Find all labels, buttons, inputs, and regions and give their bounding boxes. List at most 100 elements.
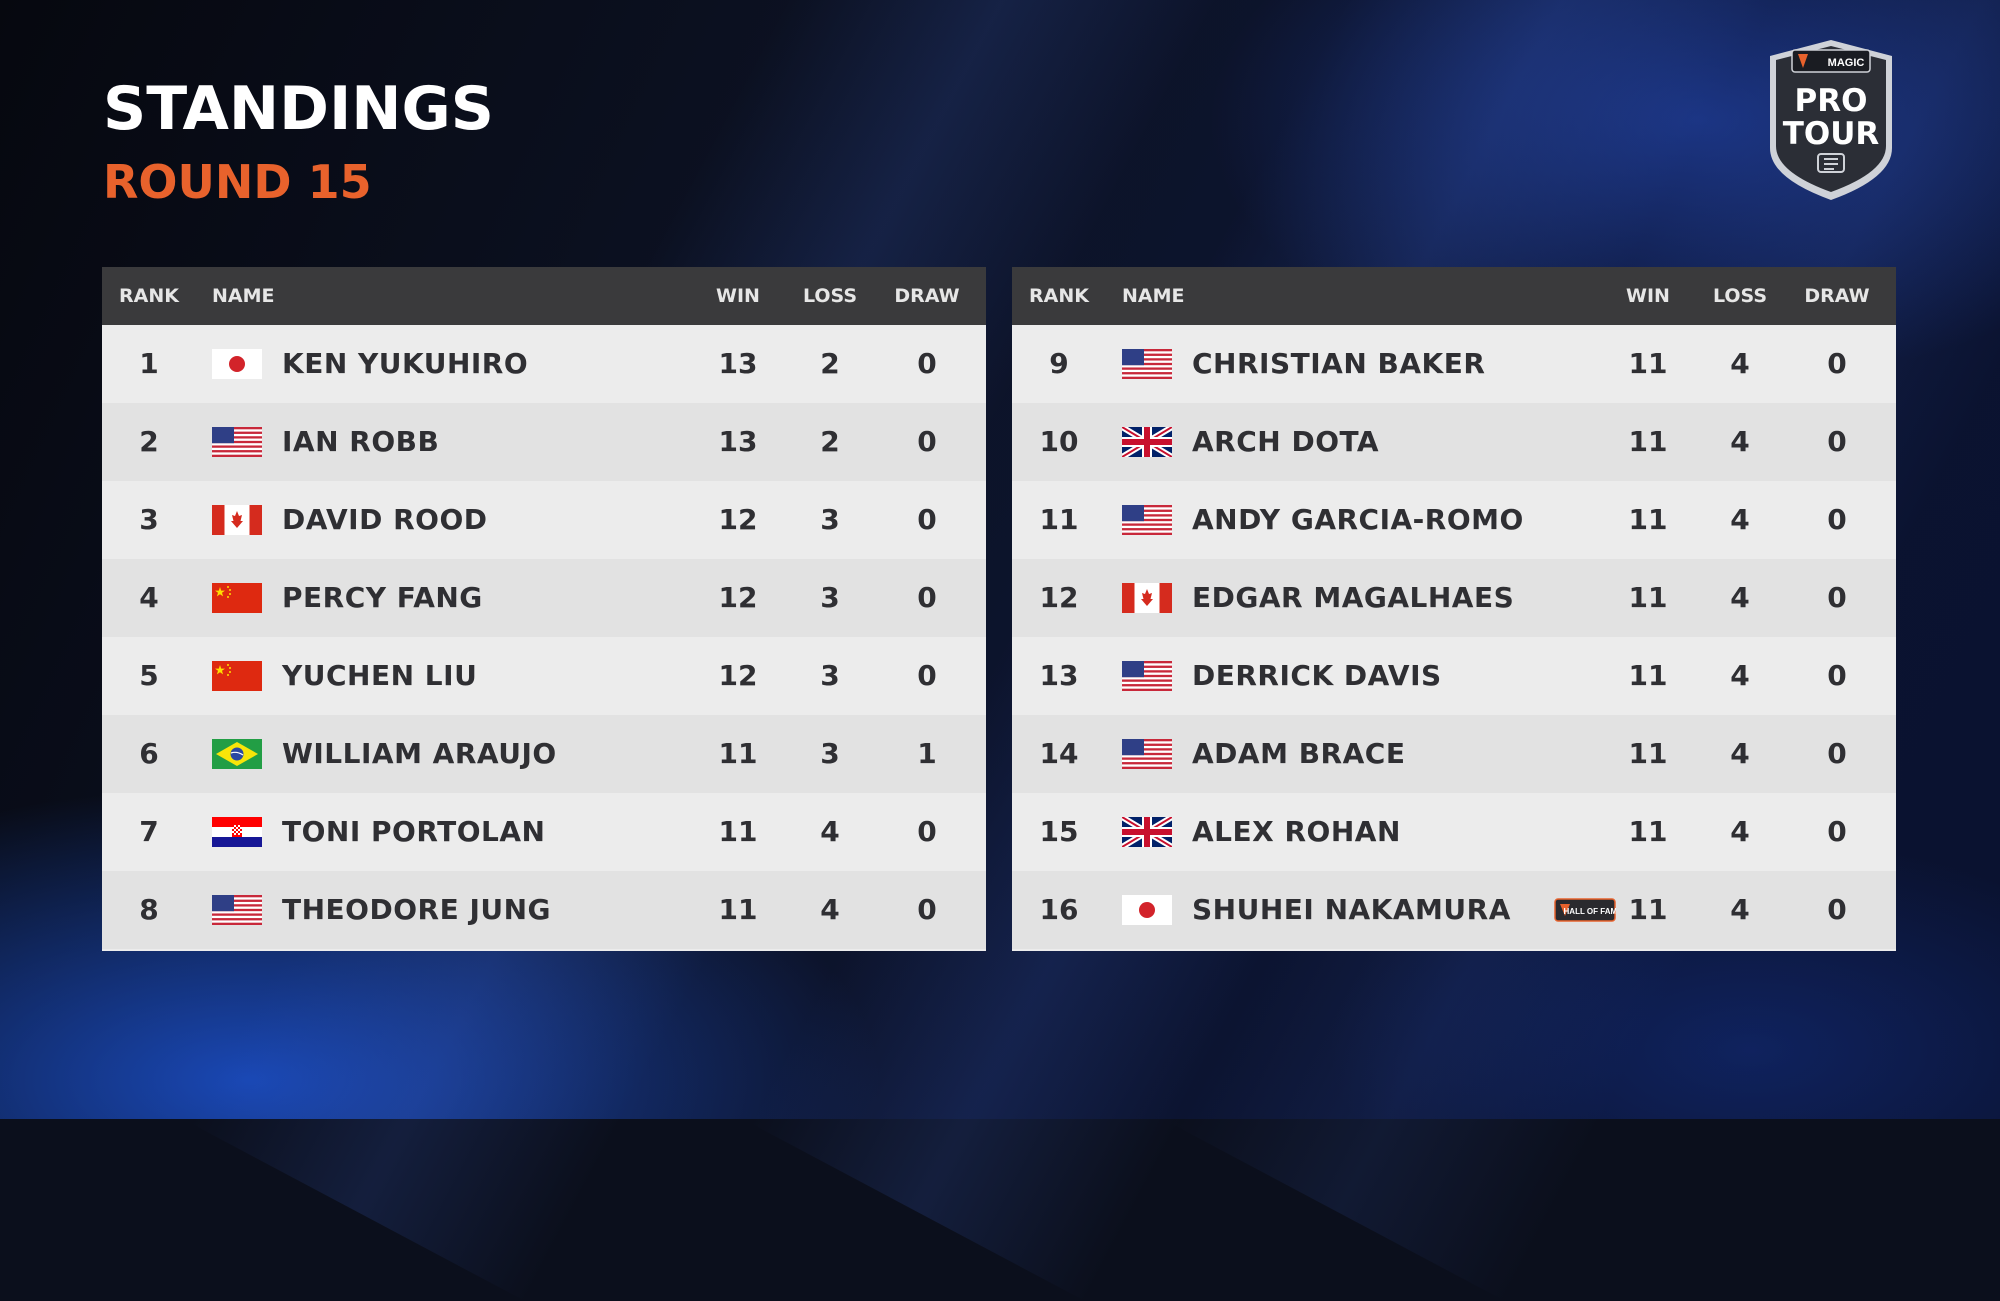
table-row: 11 ANDY GARCIA-ROMO 11 4 0 <box>1012 481 1896 559</box>
loss-cell: 3 <box>820 659 840 692</box>
loss-cell: 4 <box>1730 815 1750 848</box>
logo-line2-text: TOUR <box>1783 116 1880 152</box>
draw-cell: 1 <box>917 737 937 770</box>
player-name: WILLIAM ARAUJO <box>282 737 557 770</box>
column-header-name: NAME <box>212 285 275 307</box>
win-cell: 11 <box>718 737 758 770</box>
loss-cell: 3 <box>820 503 840 536</box>
rank-cell: 10 <box>1039 425 1079 458</box>
table-row: 7 TONI PORTOLAN 11 4 0 <box>102 793 986 871</box>
win-cell: 13 <box>718 347 758 380</box>
table-row: 13 DERRICK DAVIS 11 4 0 <box>1012 637 1896 715</box>
loss-cell: 2 <box>820 425 840 458</box>
draw-cell: 0 <box>1827 347 1847 380</box>
rank-cell: 16 <box>1039 893 1079 926</box>
table-body: 9 CHRISTIAN BAKER 11 4 0 10 ARCH DOTA 11 4 0 11 AND… <box>1012 325 1896 949</box>
flag-usa-icon <box>1122 349 1172 379</box>
flag-uk-icon <box>1122 427 1172 457</box>
draw-cell: 0 <box>1827 503 1847 536</box>
player-name: ARCH DOTA <box>1192 425 1380 458</box>
table-row: 14 ADAM BRACE 11 4 0 <box>1012 715 1896 793</box>
rank-cell: 15 <box>1039 815 1079 848</box>
flag-japan-icon <box>212 349 262 379</box>
rank-cell: 6 <box>139 737 159 770</box>
player-name: DAVID ROOD <box>282 503 488 536</box>
table-row: 9 CHRISTIAN BAKER 11 4 0 <box>1012 325 1896 403</box>
player-name: PERCY FANG <box>282 581 483 614</box>
win-cell: 11 <box>1628 659 1668 692</box>
player-name: THEODORE JUNG <box>282 893 552 926</box>
player-name: ADAM BRACE <box>1192 737 1406 770</box>
column-header-draw: DRAW <box>1804 285 1870 307</box>
table-row: 3 DAVID ROOD 12 3 0 <box>102 481 986 559</box>
player-name: ALEX ROHAN <box>1192 815 1401 848</box>
table-row: 8 THEODORE JUNG 11 4 0 <box>102 871 986 949</box>
player-name: ANDY GARCIA-ROMO <box>1192 503 1524 536</box>
flag-china-icon <box>212 661 262 691</box>
player-name: IAN ROBB <box>282 425 440 458</box>
loss-cell: 4 <box>820 893 840 926</box>
win-cell: 11 <box>1628 815 1668 848</box>
column-header-loss: LOSS <box>802 285 858 307</box>
loss-cell: 4 <box>1730 425 1750 458</box>
draw-cell: 0 <box>917 893 937 926</box>
table-header: RANK NAME WIN LOSS DRAW <box>102 267 986 325</box>
round-subtitle: ROUND 15 <box>103 155 372 209</box>
table-row: 4 PERCY FANG 12 3 0 <box>102 559 986 637</box>
draw-cell: 0 <box>1827 815 1847 848</box>
hall-of-fame-badge: HALL OF FAME <box>1554 898 1616 922</box>
win-cell: 12 <box>718 581 758 614</box>
win-cell: 11 <box>1628 347 1668 380</box>
column-header-draw: DRAW <box>894 285 960 307</box>
hall-of-fame-badge-text: HALL OF FAME <box>1564 907 1616 916</box>
flag-croatia-icon <box>212 817 262 847</box>
loss-cell: 4 <box>1730 347 1750 380</box>
rank-cell: 3 <box>139 503 159 536</box>
column-header-name: NAME <box>1122 285 1185 307</box>
standings-table-right: RANK NAME WIN LOSS DRAW 9 CHRISTIAN BAKER… <box>1012 267 1896 951</box>
column-header-win: WIN <box>716 285 760 307</box>
logo-brand-text: MAGIC <box>1828 57 1865 69</box>
draw-cell: 0 <box>917 815 937 848</box>
column-header-rank: RANK <box>119 285 179 307</box>
flag-canada-icon <box>1122 583 1172 613</box>
flag-brazil-icon <box>212 739 262 769</box>
flag-usa-icon <box>212 895 262 925</box>
pro-tour-shield-logo: MAGIC PRO TOUR <box>1770 40 1892 200</box>
table-row: 6 WILLIAM ARAUJO 11 3 1 <box>102 715 986 793</box>
flag-china-icon <box>212 583 262 613</box>
loss-cell: 2 <box>820 347 840 380</box>
rank-cell: 12 <box>1039 581 1079 614</box>
draw-cell: 0 <box>1827 659 1847 692</box>
loss-cell: 3 <box>820 581 840 614</box>
table-row: 1 KEN YUKUHIRO 13 2 0 <box>102 325 986 403</box>
player-name: EDGAR MAGALHAES <box>1192 581 1515 614</box>
table-row: 16 SHUHEI NAKAMURA HALL OF FAME 11 4 0 <box>1012 871 1896 949</box>
page-title: STANDINGS <box>103 74 494 144</box>
rank-cell: 2 <box>139 425 159 458</box>
draw-cell: 0 <box>1827 737 1847 770</box>
rank-cell: 5 <box>139 659 159 692</box>
table-row: 10 ARCH DOTA 11 4 0 <box>1012 403 1896 481</box>
flag-uk-icon <box>1122 817 1172 847</box>
loss-cell: 3 <box>820 737 840 770</box>
player-name: DERRICK DAVIS <box>1192 659 1442 692</box>
win-cell: 11 <box>1628 581 1668 614</box>
player-name: SHUHEI NAKAMURA <box>1192 893 1511 926</box>
rank-cell: 4 <box>139 581 159 614</box>
logo-line1-text: PRO <box>1795 83 1868 119</box>
loss-cell: 4 <box>1730 659 1750 692</box>
table-body: 1 KEN YUKUHIRO 13 2 0 2 IAN ROBB 13 2 0 3 DAVID ROO… <box>102 325 986 949</box>
rank-cell: 8 <box>139 893 159 926</box>
table-row: 15 ALEX ROHAN 11 4 0 <box>1012 793 1896 871</box>
win-cell: 11 <box>718 893 758 926</box>
loss-cell: 4 <box>1730 581 1750 614</box>
rank-cell: 11 <box>1039 503 1079 536</box>
win-cell: 11 <box>1628 737 1668 770</box>
player-name: YUCHEN LIU <box>282 659 478 692</box>
flag-usa-icon <box>212 427 262 457</box>
win-cell: 11 <box>1628 893 1668 926</box>
win-cell: 13 <box>718 425 758 458</box>
draw-cell: 0 <box>1827 425 1847 458</box>
win-cell: 12 <box>718 503 758 536</box>
